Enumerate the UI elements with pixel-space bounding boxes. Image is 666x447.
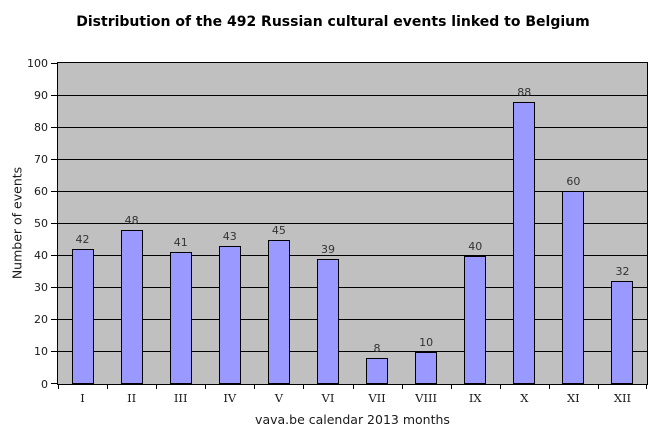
x-tick-mark bbox=[107, 384, 109, 389]
x-tick-label: III bbox=[173, 391, 188, 405]
bar bbox=[120, 229, 143, 384]
x-tick-mark bbox=[303, 384, 305, 389]
gridline bbox=[58, 255, 647, 257]
bar bbox=[316, 258, 339, 384]
y-tick-mark bbox=[51, 94, 57, 96]
gridline bbox=[58, 94, 647, 96]
x-tick-label: XII bbox=[613, 391, 632, 405]
bar bbox=[611, 281, 634, 384]
bar-value-label: 48 bbox=[124, 213, 139, 227]
y-tick-label: 50 bbox=[34, 217, 48, 230]
x-tick-mark bbox=[58, 384, 59, 389]
x-tick-mark bbox=[597, 384, 599, 389]
x-tick-mark bbox=[499, 384, 501, 389]
x-tick-label: X bbox=[520, 391, 529, 405]
bar-value-label: 60 bbox=[566, 175, 581, 189]
x-tick-mark bbox=[352, 384, 354, 389]
bar bbox=[415, 351, 438, 384]
bar bbox=[562, 191, 585, 384]
y-tick-label: 10 bbox=[34, 345, 48, 359]
y-tick-label: 90 bbox=[34, 88, 48, 102]
x-tick-label: VII bbox=[368, 391, 386, 405]
y-tick-mark bbox=[51, 63, 57, 64]
bar-value-label: 88 bbox=[517, 85, 532, 99]
bar bbox=[366, 358, 389, 384]
bar bbox=[513, 101, 536, 384]
y-tick-mark bbox=[51, 223, 57, 224]
y-tick-label: 40 bbox=[34, 249, 48, 263]
x-tick-mark bbox=[401, 384, 403, 389]
x-tick-mark bbox=[646, 384, 647, 389]
y-tick-label: 60 bbox=[34, 184, 48, 198]
y-tick-label: 70 bbox=[34, 152, 48, 166]
gridline bbox=[58, 190, 647, 192]
x-tick-label: IX bbox=[468, 391, 482, 405]
bar-value-label: 43 bbox=[222, 229, 237, 243]
gridline bbox=[58, 351, 647, 353]
bar bbox=[218, 245, 241, 384]
bar-value-label: 42 bbox=[75, 233, 90, 247]
bar-value-label: 39 bbox=[320, 242, 335, 256]
bar-value-label: 8 bbox=[373, 342, 381, 356]
x-tick-mark bbox=[205, 384, 207, 389]
x-tick-label: I bbox=[80, 391, 85, 405]
y-tick-label: 100 bbox=[27, 56, 48, 70]
gridline bbox=[58, 319, 647, 321]
y-tick-mark bbox=[51, 158, 57, 160]
y-tick-mark bbox=[51, 126, 57, 128]
bar-value-label: 41 bbox=[173, 236, 188, 250]
y-tick-label: 20 bbox=[34, 313, 48, 327]
bar bbox=[71, 249, 94, 384]
bar bbox=[169, 252, 192, 384]
y-tick-mark bbox=[51, 319, 57, 321]
y-tick-mark bbox=[51, 383, 57, 384]
x-tick-label: V bbox=[274, 391, 284, 405]
gridline bbox=[58, 126, 647, 128]
plot-area: 0 10 20 30 40 50 60 70 80 90 100 42 I 48 II 41 III 43 IV 45… bbox=[27, 57, 648, 405]
gridline bbox=[58, 287, 647, 289]
y-tick-mark bbox=[51, 287, 57, 289]
y-tick-mark bbox=[51, 190, 57, 192]
bar bbox=[267, 239, 290, 384]
bar-value-label: 45 bbox=[271, 223, 286, 237]
x-tick-mark bbox=[450, 384, 452, 389]
y-tick-label: 30 bbox=[34, 281, 48, 295]
bar-value-label: 32 bbox=[615, 265, 630, 279]
x-tick-mark bbox=[548, 384, 550, 389]
x-tick-label: VI bbox=[321, 391, 335, 405]
y-tick-label: 0 bbox=[41, 377, 48, 391]
bar-value-label: 40 bbox=[468, 239, 483, 253]
chart-title: Distribution of the 492 Russian cultural… bbox=[76, 14, 590, 30]
y-tick-label: 80 bbox=[34, 120, 48, 134]
bar-value-label: 10 bbox=[419, 335, 434, 349]
x-tick-label: VIII bbox=[415, 391, 438, 405]
x-axis-title: vava.be calendar 2013 months bbox=[255, 412, 450, 427]
x-tick-label: XI bbox=[567, 391, 580, 405]
y-tick-mark bbox=[51, 351, 57, 353]
gridline bbox=[58, 223, 647, 224]
y-tick-mark bbox=[51, 255, 57, 257]
gridline bbox=[58, 158, 647, 160]
x-tick-label: IV bbox=[223, 391, 237, 405]
x-tick-label: II bbox=[127, 391, 137, 405]
x-tick-mark bbox=[254, 384, 256, 389]
bar bbox=[464, 255, 487, 384]
x-tick-mark bbox=[156, 384, 158, 389]
